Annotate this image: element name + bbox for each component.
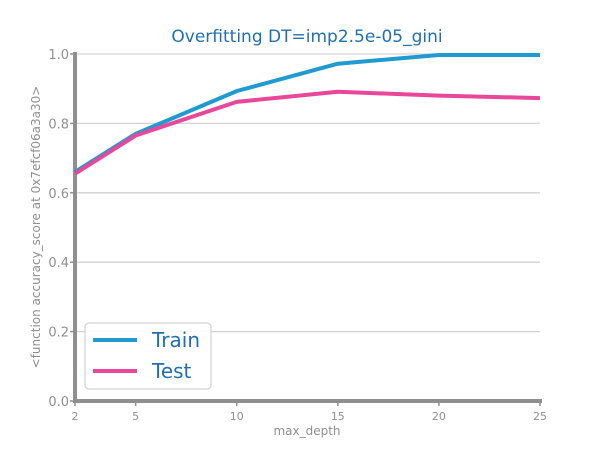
y-tick-label: 0.6	[48, 187, 69, 202]
x-tick-label: 15	[331, 410, 345, 423]
y-tick-label: 0.8	[48, 117, 69, 132]
y-tick-label: 0.4	[48, 256, 69, 271]
y-tick-label: 0.2	[48, 326, 69, 341]
y-tick-label: 1.0	[48, 48, 69, 63]
x-tick-label: 10	[230, 410, 244, 423]
x-tick-label: 5	[132, 410, 139, 423]
series-lines	[75, 55, 540, 174]
y-axis-label: <function accuracy_score at 0x7efcf06a3a…	[29, 86, 43, 369]
y-tick-label: 0.0	[48, 395, 69, 410]
series-line-test	[75, 92, 540, 174]
x-tick-label: 20	[432, 410, 446, 423]
x-tick-label: 2	[72, 410, 79, 423]
chart-title: Overfitting DT=imp2.5e-05_gini	[171, 27, 442, 47]
series-line-train	[75, 55, 540, 172]
legend-label-test: Test	[151, 359, 192, 383]
x-tick-label: 25	[533, 410, 547, 423]
legend-label-train: Train	[151, 328, 200, 352]
x-axis-label: max_depth	[273, 424, 340, 438]
legend: Train Test	[85, 323, 211, 389]
